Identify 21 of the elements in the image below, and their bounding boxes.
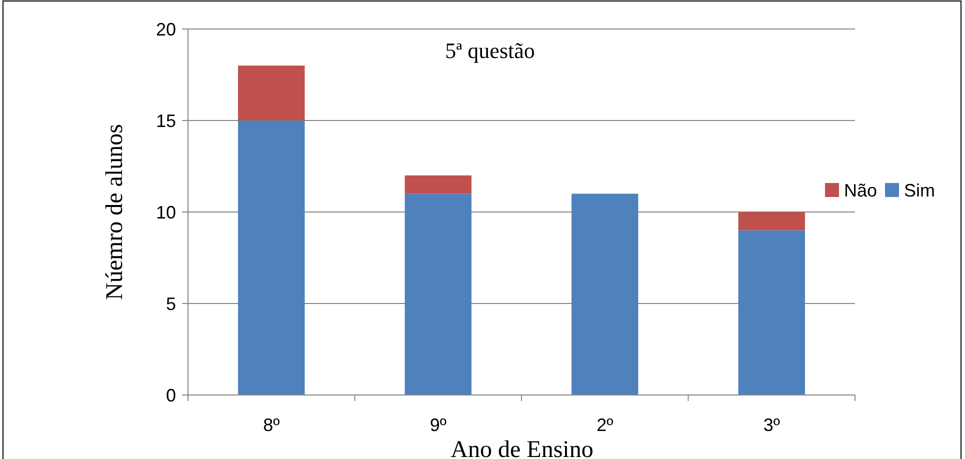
bar (238, 120, 305, 395)
chart-title: 5ª questão (445, 38, 535, 63)
bar (404, 194, 472, 395)
legend-label: Não (844, 180, 878, 200)
bar (238, 66, 305, 120)
y-axis-title: Núemro de alunos (102, 124, 128, 300)
bar (738, 230, 805, 395)
y-tick-label: 15 (156, 110, 176, 131)
bar (404, 175, 472, 194)
legend-label: Sim (904, 180, 935, 200)
x-axis-title: Ano de Ensino (450, 437, 594, 459)
y-tick-label: 5 (166, 294, 176, 314)
x-tick-label: 3º (763, 415, 780, 435)
y-tick-label: 0 (166, 385, 176, 406)
y-tick-label: 10 (156, 202, 176, 222)
x-tick-label: 2º (596, 415, 614, 435)
x-tick-label: 8º (263, 415, 280, 435)
y-tick-label: 20 (156, 19, 176, 40)
bar (738, 212, 805, 230)
x-tick-label: 9º (430, 415, 447, 435)
bar (572, 194, 638, 395)
